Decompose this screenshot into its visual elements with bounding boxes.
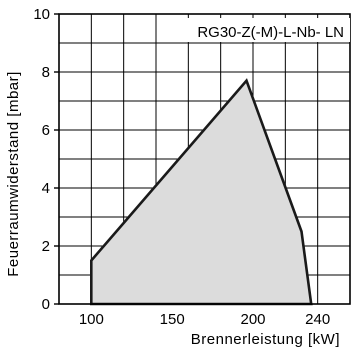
y-tick-label: 4: [42, 180, 50, 197]
plot-frame: [54, 13, 351, 305]
x-tick-label: 200: [240, 311, 265, 328]
x-tick-label: 100: [79, 311, 104, 328]
y-tick-label: 2: [42, 238, 50, 255]
y-axis-label: Feuerraumwiderstand [mbar]: [5, 71, 22, 277]
y-tick-label: 0: [42, 296, 50, 313]
x-tick-label: 150: [160, 311, 185, 328]
y-tick-label: 10: [33, 6, 50, 23]
y-tick-label: 6: [42, 122, 50, 139]
title-box: RG30-Z(-M)-L-Nb- LN: [174, 18, 350, 42]
operating-area: [90, 78, 313, 306]
operating-range-polygon: [90, 78, 313, 306]
chart-title: RG30-Z(-M)-L-Nb- LN: [197, 24, 344, 41]
y-tick-label: 8: [42, 64, 50, 81]
x-axis-label: Brennerleistung [kW]: [191, 331, 340, 348]
plot-border: [58, 13, 351, 305]
x-tick-label: 240: [305, 311, 330, 328]
tick-labels: 0 2 4 6 8 10 100 150 200 240: [33, 6, 330, 328]
